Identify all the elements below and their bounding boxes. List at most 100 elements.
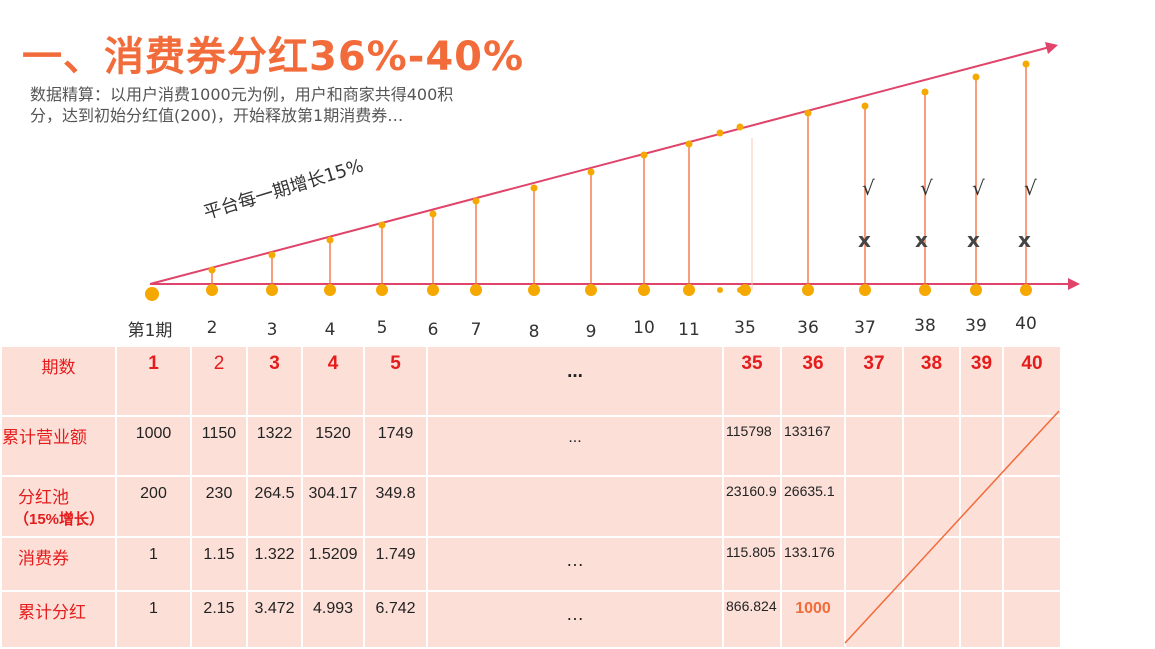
table-cell xyxy=(959,415,1004,477)
period-dot xyxy=(206,284,218,296)
table-cell: ... xyxy=(426,415,724,477)
growth-arrowhead xyxy=(1045,42,1058,54)
row-label: 累计分红 xyxy=(0,590,117,649)
check-mark: √ xyxy=(972,176,985,200)
row-label: 消费券 xyxy=(0,536,117,592)
gap-dot xyxy=(737,287,743,293)
header-cell: 5 xyxy=(363,345,428,417)
table-cell xyxy=(1002,475,1062,538)
period-dot xyxy=(324,284,336,296)
table-cell: 1.749 xyxy=(363,536,428,592)
baseline-arrowhead xyxy=(1068,278,1080,290)
growth-point xyxy=(429,210,437,218)
growth-point xyxy=(972,73,980,81)
growth-point xyxy=(861,102,869,110)
table-cell xyxy=(1002,536,1062,592)
row-label: 累计营业额 xyxy=(0,415,117,477)
growth-point xyxy=(587,168,595,176)
table-header-row: 期数 1 2 3 4 5 ... 35 36 37 38 39 40 xyxy=(0,345,1062,417)
header-cell: 36 xyxy=(780,345,846,417)
cross-mark: x xyxy=(915,228,928,252)
table-cell: … xyxy=(426,536,724,592)
table-cell: 1.15 xyxy=(190,536,248,592)
growth-point xyxy=(685,140,693,148)
period-dot xyxy=(528,284,540,296)
diagonal-slash xyxy=(844,410,1060,644)
table-cell: 1.322 xyxy=(246,536,303,592)
table-cell: 133167 xyxy=(780,415,846,477)
table-cell: 115.805 xyxy=(722,536,782,592)
period-label: 3 xyxy=(266,320,278,340)
page-title: 一、消费券分红36%-40% xyxy=(22,34,525,80)
period-label: 11 xyxy=(678,320,700,340)
table-cell: 2.15 xyxy=(190,590,248,649)
table-cell: 23160.9 xyxy=(722,475,782,538)
period-dot xyxy=(585,284,597,296)
table-cell: 1322 xyxy=(246,415,303,477)
period-label: 37 xyxy=(854,318,876,338)
cross-mark: x xyxy=(858,228,871,252)
table-cell: 230 xyxy=(190,475,248,538)
table-cell xyxy=(959,475,1004,538)
growth-point xyxy=(472,197,480,205)
period-dot xyxy=(638,284,650,296)
period-dot xyxy=(683,284,695,296)
table-cell: 1 xyxy=(115,590,192,649)
growth-point xyxy=(326,236,334,244)
table-cell: … xyxy=(426,590,724,649)
header-cell: 2 xyxy=(190,345,248,417)
growth-point xyxy=(1022,60,1030,68)
period-dot xyxy=(1020,284,1032,296)
table-cell: 1000 xyxy=(780,590,846,649)
table-cell: 115798 xyxy=(722,415,782,477)
table-cell: 1520 xyxy=(301,415,365,477)
table-row: 累计营业额 1000 1150 1322 1520 1749 ... 11579… xyxy=(0,415,1062,477)
header-cell: 39 xyxy=(959,345,1004,417)
period-label: 5 xyxy=(376,318,388,338)
table-cell xyxy=(426,475,724,538)
cross-mark: x xyxy=(1018,228,1031,252)
header-cell: 38 xyxy=(902,345,961,417)
header-cell: 4 xyxy=(301,345,365,417)
period-label: 10 xyxy=(633,318,655,338)
table-cell: 6.742 xyxy=(363,590,428,649)
table-cell xyxy=(844,475,904,538)
description-text: 数据精算：以用户消费1000元为例，用户和商家共得400积分，达到初始分红值(2… xyxy=(30,85,454,125)
period-dot xyxy=(802,284,814,296)
table-cell xyxy=(959,536,1004,592)
period-label: 8 xyxy=(528,322,540,342)
growth-line xyxy=(149,46,1051,285)
period-label: 9 xyxy=(585,322,597,342)
period-dot xyxy=(427,284,439,296)
period-stems xyxy=(206,60,1032,296)
period-label: 36 xyxy=(797,318,819,338)
check-mark: √ xyxy=(920,176,933,200)
growth-point xyxy=(804,109,812,117)
growth-point xyxy=(378,221,386,229)
table-cell: 4.993 xyxy=(301,590,365,649)
period-dot xyxy=(919,284,931,296)
table-cell: 1150 xyxy=(190,415,248,477)
table-cell: 133.176 xyxy=(780,536,846,592)
period-label: 38 xyxy=(914,316,936,336)
period-dot xyxy=(470,284,482,296)
period-dot xyxy=(739,284,751,296)
period-label: 7 xyxy=(470,320,482,340)
table-cell xyxy=(844,536,904,592)
period-dot xyxy=(970,284,982,296)
table-cell xyxy=(959,590,1004,649)
table-cell: 304.17 xyxy=(301,475,365,538)
period-dot xyxy=(266,284,278,296)
table-cell xyxy=(1002,590,1062,649)
table-cell: 1 xyxy=(115,536,192,592)
table-cell: 264.5 xyxy=(246,475,303,538)
table-cell xyxy=(902,536,961,592)
header-cell: ... xyxy=(426,345,724,417)
header-cell: 40 xyxy=(1002,345,1062,417)
table-cell: 1.5209 xyxy=(301,536,365,592)
period-dot xyxy=(859,284,871,296)
period-label: 6 xyxy=(427,320,439,340)
table-cell: 3.472 xyxy=(246,590,303,649)
header-cell: 1 xyxy=(115,345,192,417)
table-cell: 1000 xyxy=(115,415,192,477)
